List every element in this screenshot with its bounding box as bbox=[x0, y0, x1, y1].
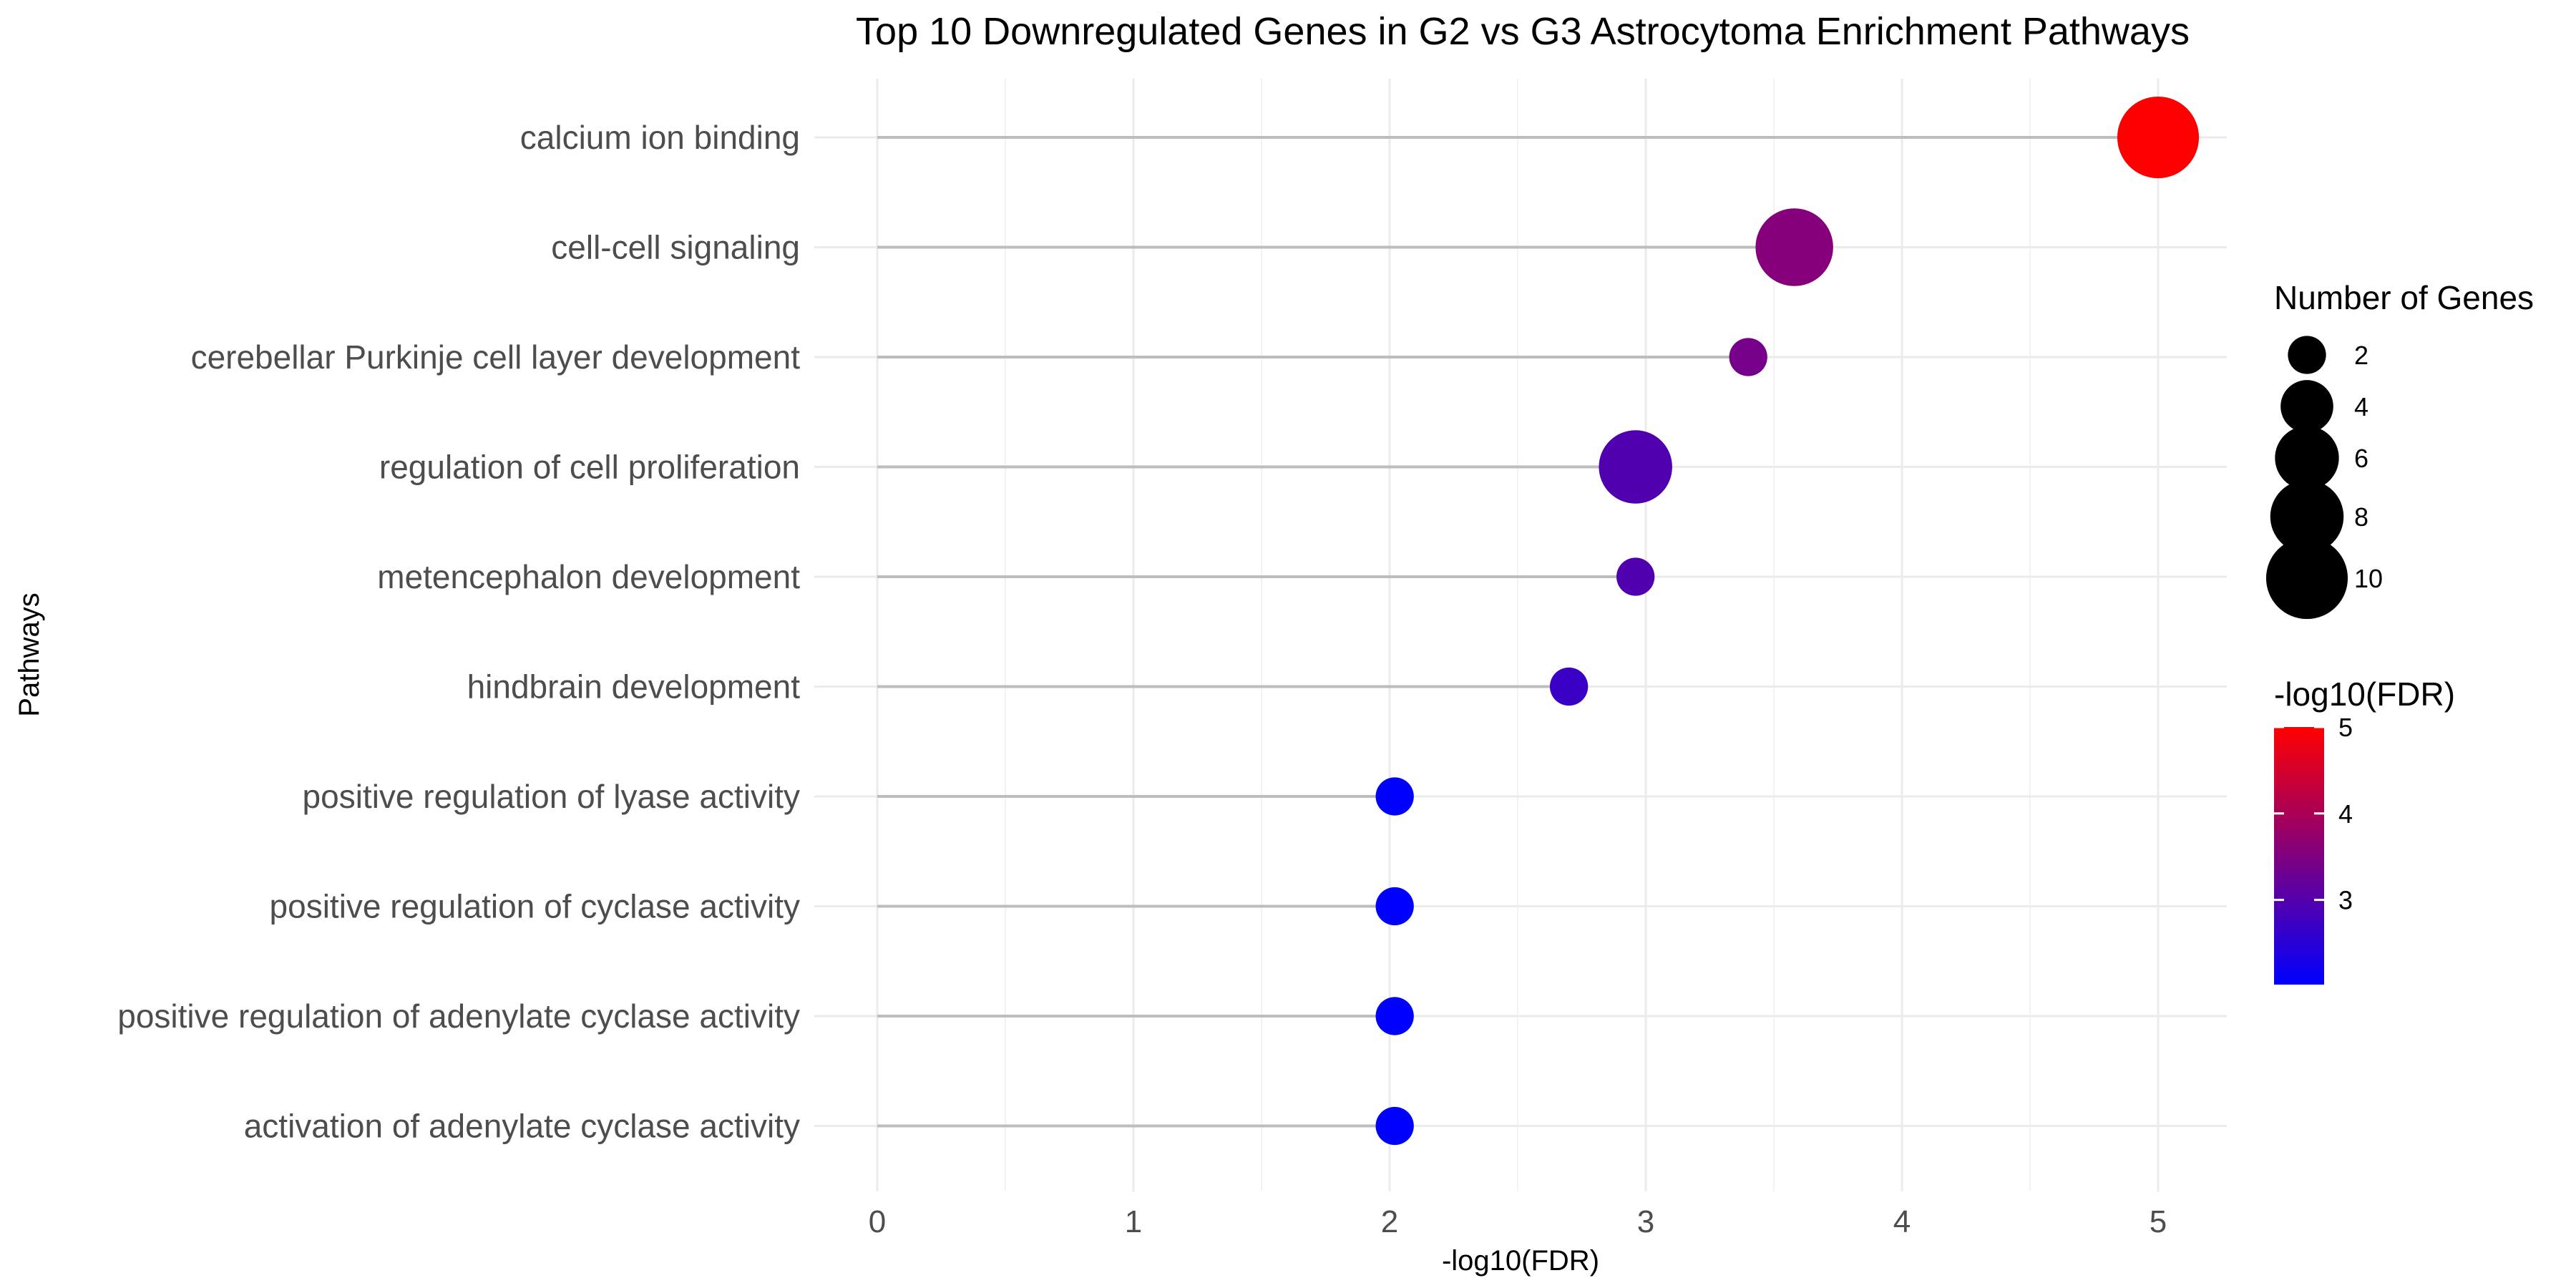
y-axis-title: Pathways bbox=[14, 592, 45, 716]
y-tick-label: positive regulation of cyclase activity bbox=[270, 888, 800, 925]
y-tick-label: calcium ion binding bbox=[520, 119, 800, 156]
lollipop-point bbox=[1375, 887, 1414, 926]
size-legend-key bbox=[2288, 336, 2326, 374]
grid-lines bbox=[814, 79, 2227, 1191]
size-legend-label: 4 bbox=[2354, 392, 2368, 421]
colorbar-tick-label: 4 bbox=[2338, 799, 2353, 829]
lollipop-points bbox=[1375, 96, 2200, 1146]
x-tick-label: 5 bbox=[2150, 1204, 2167, 1239]
size-legend-label: 8 bbox=[2354, 502, 2368, 532]
colorbar-tick-label: 3 bbox=[2338, 886, 2353, 915]
size-legend-label: 10 bbox=[2354, 564, 2383, 593]
colorbar bbox=[2274, 727, 2324, 985]
colorbar-tick-label: 5 bbox=[2338, 713, 2353, 742]
y-tick-label: regulation of cell proliferation bbox=[379, 449, 800, 486]
y-tick-label: cell-cell signaling bbox=[551, 229, 800, 266]
y-tick-labels: calcium ion binding cell-cell signaling ce… bbox=[117, 119, 800, 1145]
lollipop-point bbox=[1599, 430, 1672, 504]
y-tick-label: activation of adenylate cyclase activity bbox=[244, 1108, 800, 1145]
size-legend-label: 2 bbox=[2354, 341, 2368, 370]
color-legend: -log10(FDR) 3 4 5 bbox=[2274, 675, 2455, 985]
lollipop-point bbox=[1755, 208, 1833, 286]
y-tick-label: positive regulation of adenylate cyclase… bbox=[117, 997, 800, 1035]
lollipop-point bbox=[1375, 777, 1414, 816]
chart-title: Top 10 Downregulated Genes in G2 vs G3 A… bbox=[856, 10, 2190, 53]
size-legend-key bbox=[2265, 537, 2348, 620]
x-tick-label: 0 bbox=[869, 1204, 886, 1239]
x-tick-label: 3 bbox=[1637, 1204, 1654, 1239]
color-legend-title: -log10(FDR) bbox=[2274, 675, 2455, 713]
lollipop-point bbox=[1375, 1106, 1414, 1146]
size-legend-label: 6 bbox=[2354, 444, 2368, 473]
lollipop-point bbox=[1549, 667, 1589, 706]
size-legend-key bbox=[2280, 380, 2333, 433]
lollipop-point bbox=[1375, 997, 1414, 1035]
x-axis-title: -log10(FDR) bbox=[1442, 1245, 1599, 1277]
lollipop-point bbox=[1616, 557, 1655, 596]
x-tick-label: 2 bbox=[1381, 1204, 1398, 1239]
y-tick-label: cerebellar Purkinje cell layer developme… bbox=[191, 338, 801, 376]
y-tick-label: metencephalon development bbox=[377, 558, 800, 595]
y-tick-label: positive regulation of lyase activity bbox=[303, 778, 800, 815]
lollipop-point bbox=[2117, 96, 2200, 179]
x-tick-label: 1 bbox=[1125, 1204, 1142, 1239]
lollipop-point bbox=[1729, 338, 1767, 376]
size-legend-key bbox=[2275, 426, 2339, 490]
x-tick-label: 4 bbox=[1893, 1204, 1911, 1239]
size-legend-title: Number of Genes bbox=[2274, 279, 2534, 316]
size-legend: Number of Genes 2 4 6 8 10 bbox=[2265, 279, 2534, 620]
x-tick-labels: 0 1 2 3 4 5 bbox=[869, 1204, 2167, 1239]
lollipop-segments bbox=[877, 136, 2158, 1128]
y-tick-label: hindbrain development bbox=[467, 668, 801, 706]
size-legend-key bbox=[2270, 479, 2344, 554]
